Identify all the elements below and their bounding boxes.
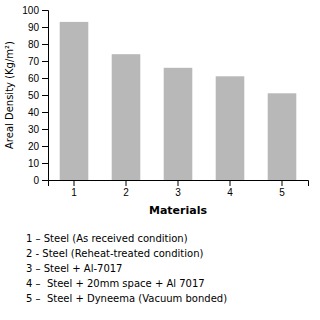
- bar: [112, 54, 141, 180]
- tick-label: 40: [28, 107, 40, 118]
- annotations: 1 – Steel (As received condition) 2 - Ste…: [26, 233, 227, 304]
- tick-mark: [282, 180, 283, 186]
- tick-label: 1: [71, 187, 77, 198]
- bar: [164, 68, 193, 180]
- tick-label: 30: [28, 124, 40, 135]
- annotation: 2 - Steel (Reheat-treated condition): [26, 248, 203, 259]
- tick-label: 2: [123, 187, 129, 198]
- tick-mark: [42, 129, 48, 130]
- x-tick: 2: [123, 180, 129, 198]
- tick-mark: [42, 61, 48, 62]
- plot: 0 10 20 30 40 50 60 70 80 90 100 1 2 3 4 5: [22, 5, 308, 198]
- tick-label: 80: [28, 39, 40, 50]
- tick-label: 50: [28, 90, 40, 101]
- tick-label: 0: [33, 175, 39, 186]
- y-tick: 70: [28, 56, 48, 67]
- tick-mark: [178, 180, 179, 186]
- tick-label: 10: [28, 158, 40, 169]
- y-axis: 0 10 20 30 40 50 60 70 80 90 100: [22, 5, 48, 186]
- x-axis: 1 2 3 4 5: [49, 180, 309, 198]
- tick-mark: [42, 146, 48, 147]
- x-tick: 5: [279, 180, 285, 198]
- tick-mark: [42, 95, 48, 96]
- annotation: 1 – Steel (As received condition): [26, 233, 188, 244]
- tick-mark: [42, 163, 48, 164]
- tick-mark: [126, 180, 127, 186]
- tick-mark: [230, 180, 231, 186]
- tick-label: 5: [279, 187, 285, 198]
- y-tick: 10: [28, 158, 48, 169]
- x-tick: 1: [71, 180, 77, 198]
- tick-mark: [42, 10, 48, 11]
- y-tick: 0: [33, 175, 48, 186]
- y-tick: 90: [28, 22, 48, 33]
- tick-mark: [42, 112, 48, 113]
- tick-mark: [42, 44, 48, 45]
- y-tick: 30: [28, 124, 48, 135]
- tick-label: 4: [227, 187, 233, 198]
- tick-mark: [42, 27, 48, 28]
- annotation: 3 – Steel + Al-7017: [26, 263, 122, 274]
- annotation: 4 – Steel + 20mm space + Al 7017: [26, 278, 205, 289]
- bar: [216, 76, 245, 180]
- tick-mark: [42, 180, 48, 181]
- y-tick: 100: [22, 5, 48, 16]
- tick-label: 3: [175, 187, 181, 198]
- y-axis-title: Areal Density (Kg/m²): [4, 41, 15, 149]
- tick-mark: [42, 78, 48, 79]
- y-tick: 40: [28, 107, 48, 118]
- y-tick: 80: [28, 39, 48, 50]
- bar: [60, 22, 89, 180]
- y-tick: 20: [28, 141, 48, 152]
- axis-line: [49, 181, 309, 187]
- tick-label: 20: [28, 141, 40, 152]
- annotation: 5 – Steel + Dyneema (Vacuum bonded): [26, 293, 227, 304]
- tick-label: 100: [22, 5, 39, 16]
- y-tick: 60: [28, 73, 48, 84]
- tick-mark: [74, 180, 75, 186]
- tick-label: 60: [28, 73, 40, 84]
- x-tick: 4: [227, 180, 233, 198]
- bars: [60, 22, 297, 180]
- axis-line: [42, 11, 49, 181]
- x-axis-title: Materials: [149, 204, 207, 217]
- bar: [268, 93, 297, 180]
- chart: 0 10 20 30 40 50 60 70 80 90 100 1 2 3 4 5 Materials Area…: [0, 0, 320, 320]
- y-tick: 50: [28, 90, 48, 101]
- tick-label: 70: [28, 56, 40, 67]
- tick-label: 90: [28, 22, 40, 33]
- x-tick: 3: [175, 180, 181, 198]
